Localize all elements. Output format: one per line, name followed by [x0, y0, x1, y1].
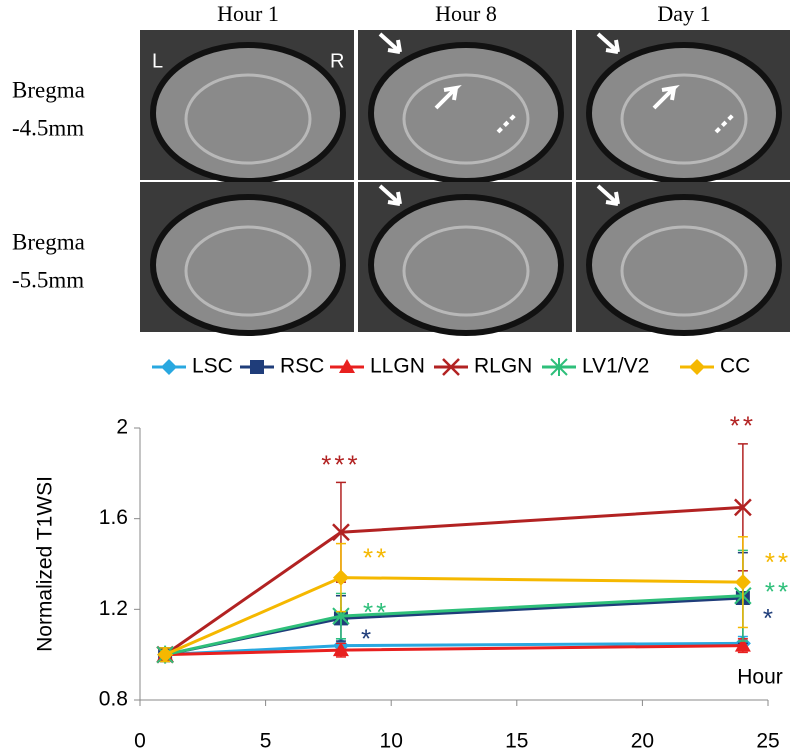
arrow	[378, 32, 402, 54]
x-tick-label: 10	[380, 730, 403, 753]
brain-inner	[620, 225, 748, 317]
y-tick-label: 0.8	[99, 688, 128, 711]
mri-grid: Hour 1 Hour 8 Day 1 Bregma -4.5mm Bregma -5.5m…	[12, 1, 790, 336]
significance-label: **	[363, 542, 389, 572]
legend-label: RLGN	[474, 355, 532, 378]
brain-outline	[586, 194, 782, 336]
marker	[442, 358, 460, 376]
brain-inner	[402, 73, 530, 165]
brain-outline	[586, 42, 782, 184]
brain-inner	[620, 73, 748, 165]
row-label: Bregma	[12, 229, 85, 254]
side-label: L	[152, 50, 163, 72]
legend-label: LSC	[192, 355, 233, 378]
y-tick-label: 2	[116, 416, 128, 439]
x-axis-label: Hour	[737, 666, 783, 689]
y-axis-label: Normalized T1WSI	[34, 476, 57, 652]
brain-inner	[184, 225, 312, 317]
marker	[161, 359, 177, 375]
marker	[339, 359, 355, 373]
marker	[550, 358, 568, 376]
brain-outline	[150, 194, 346, 336]
marker	[689, 359, 705, 375]
x-tick-label: 0	[134, 730, 146, 753]
significance-label: *	[361, 623, 374, 653]
arrow-dashed	[714, 112, 736, 134]
arrow	[596, 184, 620, 206]
marker	[157, 646, 174, 663]
arrow	[596, 32, 620, 54]
y-tick-label: 1.2	[99, 597, 128, 620]
brain-outline	[368, 194, 564, 336]
row-label: -4.5mm	[12, 115, 84, 140]
x-tick-label: 20	[631, 730, 654, 753]
arrow	[378, 184, 402, 206]
column-header: Day 1	[657, 1, 710, 26]
significance-label: **	[730, 411, 756, 441]
marker	[332, 569, 349, 586]
brain-outline	[368, 42, 564, 184]
y-tick-label: 1.6	[99, 506, 128, 529]
x-tick-label: 15	[505, 730, 528, 753]
arrow	[652, 85, 680, 110]
x-tick-label: 25	[756, 730, 779, 753]
column-header: Hour 8	[435, 1, 497, 26]
marker	[733, 498, 752, 517]
brain-inner	[184, 73, 312, 165]
significance-label: **	[765, 577, 791, 607]
legend-label: RSC	[280, 355, 324, 378]
significance-label: **	[765, 547, 791, 577]
significance-label: ***	[321, 449, 360, 479]
legend-label: LLGN	[370, 355, 425, 378]
marker	[250, 360, 264, 374]
marker	[332, 642, 349, 657]
arrow	[434, 85, 462, 110]
column-header: Hour 1	[217, 1, 279, 26]
side-label: R	[330, 50, 344, 72]
marker	[332, 523, 350, 542]
legend-label: LV1/V2	[582, 355, 649, 378]
row-label: Bregma	[12, 77, 85, 102]
significance-label: *	[763, 603, 776, 633]
significance-label: **	[363, 597, 389, 627]
legend-label: CC	[720, 355, 750, 378]
row-label: -5.5mm	[12, 267, 84, 292]
x-tick-label: 5	[260, 730, 272, 753]
arrow-dashed	[496, 112, 518, 134]
marker	[734, 574, 751, 591]
marker	[734, 637, 751, 652]
brain-outline	[150, 42, 346, 184]
brain-inner	[402, 225, 530, 317]
